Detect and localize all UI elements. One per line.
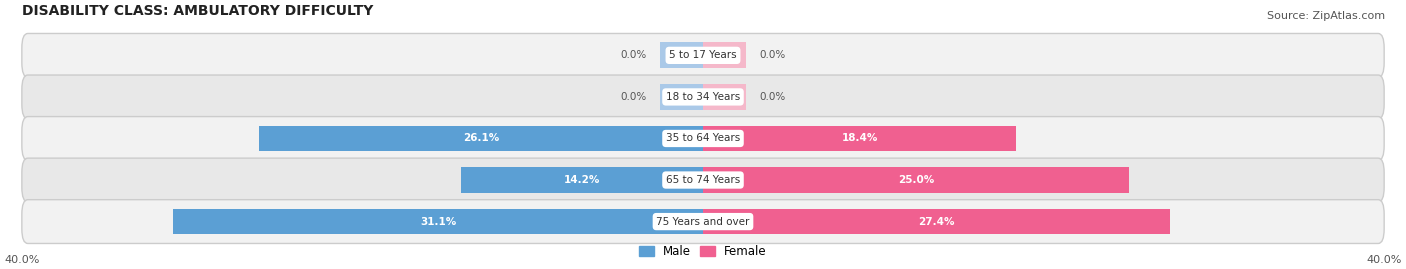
Bar [703, 43, 745, 68]
Text: 75 Years and over: 75 Years and over [657, 217, 749, 226]
Text: 5 to 17 Years: 5 to 17 Years [669, 50, 737, 60]
Text: Source: ZipAtlas.com: Source: ZipAtlas.com [1267, 11, 1385, 21]
Text: 18 to 34 Years: 18 to 34 Years [666, 92, 740, 102]
Bar [259, 126, 703, 151]
Bar [461, 167, 703, 193]
Bar [703, 126, 1017, 151]
Bar [661, 43, 703, 68]
FancyBboxPatch shape [22, 116, 1384, 160]
Legend: Male, Female: Male, Female [634, 240, 772, 263]
Text: 27.4%: 27.4% [918, 217, 955, 226]
Bar [173, 209, 703, 235]
Text: 18.4%: 18.4% [841, 133, 877, 143]
Text: 26.1%: 26.1% [463, 133, 499, 143]
Text: 0.0%: 0.0% [759, 50, 786, 60]
Text: 31.1%: 31.1% [420, 217, 457, 226]
FancyBboxPatch shape [22, 33, 1384, 77]
Text: 0.0%: 0.0% [759, 92, 786, 102]
Text: 25.0%: 25.0% [898, 175, 934, 185]
Text: 0.0%: 0.0% [620, 92, 647, 102]
Text: 14.2%: 14.2% [564, 175, 600, 185]
FancyBboxPatch shape [22, 200, 1384, 243]
Text: 35 to 64 Years: 35 to 64 Years [666, 133, 740, 143]
Bar [703, 84, 745, 110]
Bar [661, 84, 703, 110]
Bar [703, 167, 1129, 193]
FancyBboxPatch shape [22, 158, 1384, 202]
Text: 0.0%: 0.0% [620, 50, 647, 60]
Bar [703, 209, 1170, 235]
FancyBboxPatch shape [22, 75, 1384, 119]
Text: 65 to 74 Years: 65 to 74 Years [666, 175, 740, 185]
Text: DISABILITY CLASS: AMBULATORY DIFFICULTY: DISABILITY CLASS: AMBULATORY DIFFICULTY [22, 4, 373, 18]
